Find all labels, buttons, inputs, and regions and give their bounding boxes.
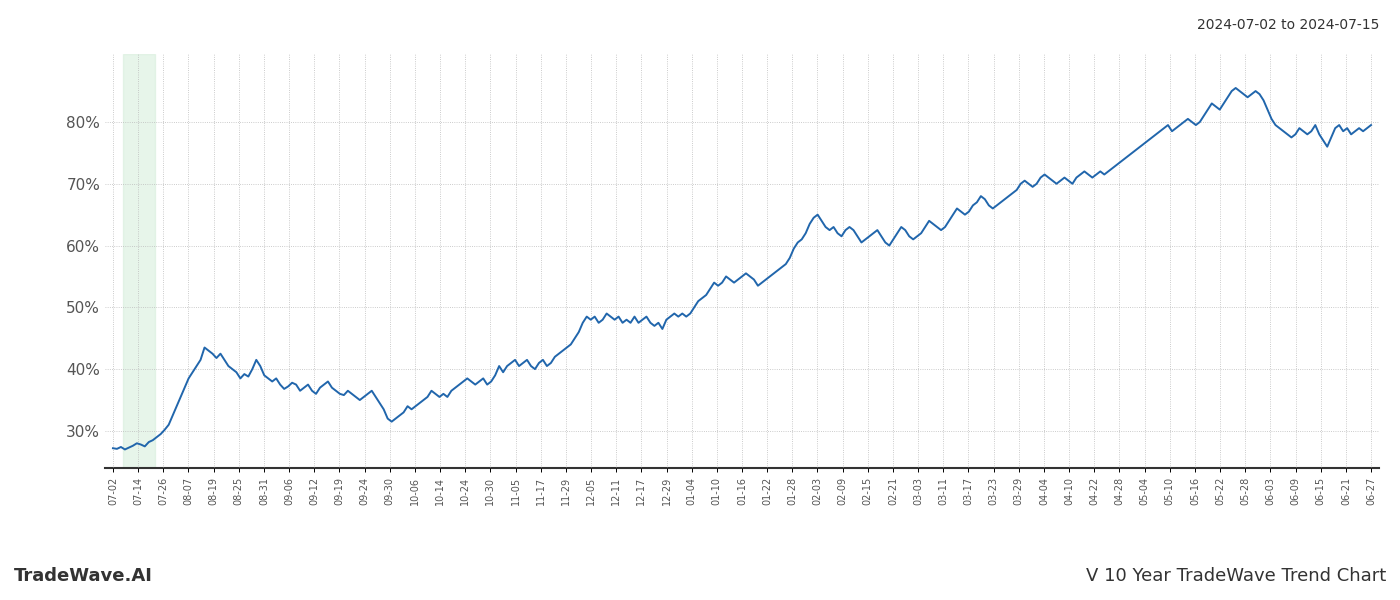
Text: TradeWave.AI: TradeWave.AI (14, 567, 153, 585)
Text: 2024-07-02 to 2024-07-15: 2024-07-02 to 2024-07-15 (1197, 18, 1379, 32)
Text: V 10 Year TradeWave Trend Chart: V 10 Year TradeWave Trend Chart (1086, 567, 1386, 585)
Bar (123, 54, 154, 468)
